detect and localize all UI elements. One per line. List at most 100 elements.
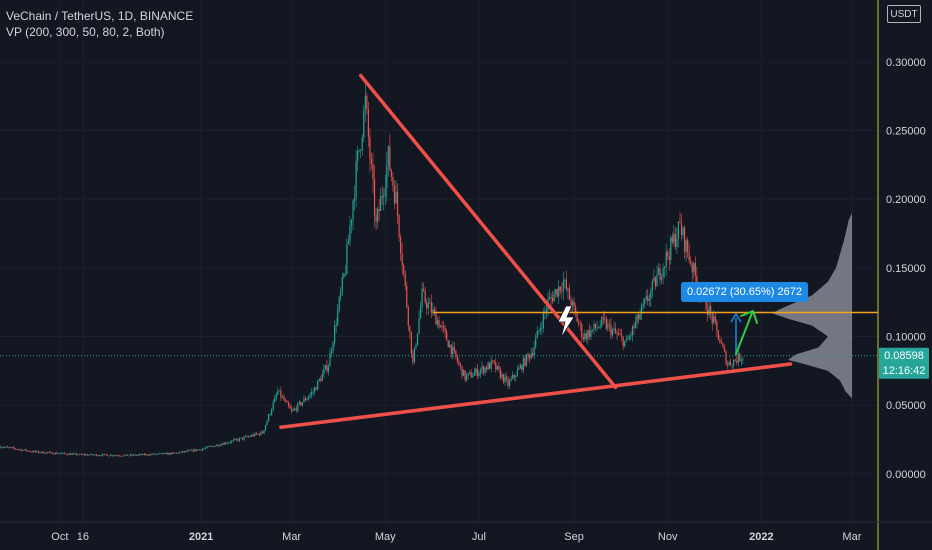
up-candle <box>625 339 627 341</box>
ascending-trendline <box>279 362 793 429</box>
up-candle <box>272 402 274 410</box>
up-candle <box>243 436 245 440</box>
down-candle <box>375 215 377 222</box>
currency-button[interactable]: USDT <box>887 5 921 23</box>
up-candle <box>515 376 517 378</box>
up-candle <box>278 390 280 392</box>
down-candle <box>200 449 202 451</box>
down-candle <box>622 336 624 347</box>
down-candle <box>412 353 414 363</box>
down-candle <box>610 324 612 336</box>
up-candle <box>269 414 271 416</box>
down-candle <box>433 309 435 312</box>
down-candle <box>654 277 657 287</box>
up-candle <box>421 288 423 307</box>
down-candle <box>450 344 452 355</box>
up-candle <box>109 454 112 456</box>
up-candle <box>281 396 284 398</box>
up-candle <box>519 365 521 368</box>
up-candle <box>429 302 431 304</box>
indicator-title[interactable]: VP (200, 300, 50, 80, 2, Both) <box>6 25 165 39</box>
up-candle <box>160 453 162 454</box>
down-candle <box>499 368 501 378</box>
up-candle <box>490 360 492 369</box>
up-candle <box>171 452 173 455</box>
time-tick-label: Jul <box>472 531 486 543</box>
down-candle <box>438 320 440 328</box>
up-candle <box>317 380 319 390</box>
down-candle <box>739 353 741 361</box>
up-candle <box>194 449 196 452</box>
up-candle <box>355 161 357 198</box>
down-candle <box>28 450 30 452</box>
up-candle <box>644 299 646 304</box>
up-candle <box>361 137 363 150</box>
up-candle <box>136 455 138 456</box>
up-candle <box>240 437 242 439</box>
down-candle <box>671 237 673 243</box>
down-candle <box>252 435 254 437</box>
symbol-title[interactable]: VeChain / TetherUS, 1D, BINANCE <box>6 9 194 23</box>
down-candle <box>410 332 412 354</box>
down-candle <box>734 359 736 361</box>
up-candle <box>306 398 308 401</box>
down-candle <box>83 454 86 456</box>
down-candle <box>581 324 583 338</box>
measure-arrow-icon <box>730 312 742 323</box>
down-candle <box>594 323 597 329</box>
down-candle <box>683 227 686 252</box>
down-candle <box>126 454 129 456</box>
down-candle <box>30 451 32 453</box>
up-candle <box>330 350 333 354</box>
down-candle <box>398 215 400 238</box>
down-candle <box>7 446 9 448</box>
up-candle <box>314 387 316 392</box>
down-candle <box>570 299 572 307</box>
up-candle <box>203 448 205 450</box>
down-candle <box>617 334 620 335</box>
up-candle <box>364 95 366 110</box>
down-candle <box>444 327 446 332</box>
up-candle <box>163 453 165 455</box>
down-candle <box>668 256 670 260</box>
up-candle <box>23 449 26 451</box>
descending-trendline <box>358 73 618 390</box>
price-tick-label: 0.20000 <box>886 194 926 206</box>
down-candle <box>502 374 505 383</box>
down-candle <box>687 240 689 253</box>
up-candle <box>469 372 471 374</box>
up-candle <box>132 454 135 456</box>
down-candle <box>633 326 635 328</box>
up-candle <box>112 455 115 457</box>
up-candle <box>97 455 99 457</box>
up-candle <box>648 299 650 301</box>
up-candle <box>74 453 76 455</box>
up-candle <box>665 251 667 267</box>
down-candle <box>258 433 261 435</box>
down-candle <box>63 452 66 454</box>
down-candle <box>619 334 621 336</box>
down-candle <box>722 343 724 348</box>
down-candle <box>76 453 78 455</box>
down-candle <box>70 453 72 455</box>
down-candle <box>720 342 723 344</box>
down-candle <box>464 370 466 381</box>
up-candle <box>536 331 538 339</box>
up-candle <box>501 374 503 378</box>
down-candle <box>492 360 494 362</box>
up-candle <box>653 277 655 281</box>
down-candle <box>616 332 618 335</box>
up-candle <box>186 450 188 452</box>
up-candle <box>542 312 544 329</box>
up-candle <box>522 358 525 371</box>
up-candle <box>593 323 595 330</box>
up-candle <box>676 238 678 247</box>
up-candle <box>587 330 589 340</box>
up-candle <box>533 346 535 356</box>
up-candle <box>218 445 221 447</box>
down-candle <box>146 454 148 456</box>
up-candle <box>102 454 104 456</box>
up-candle <box>538 330 540 332</box>
up-candle <box>254 433 256 437</box>
